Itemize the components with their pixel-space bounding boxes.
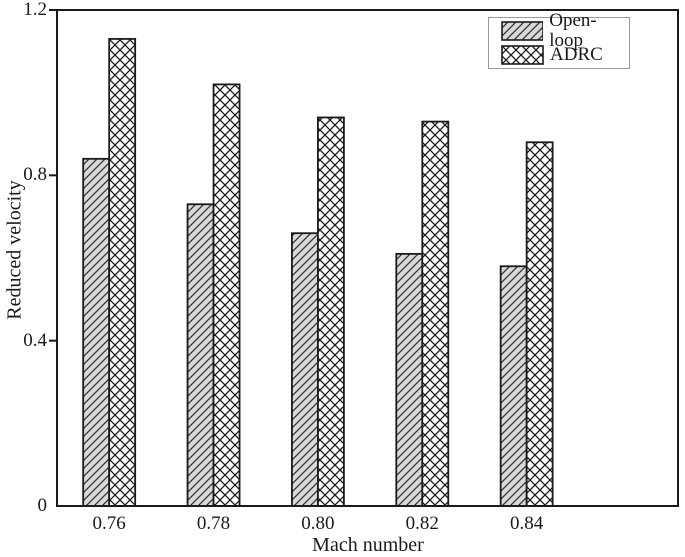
bar-adrc-0.76	[108, 38, 137, 507]
legend: Open-loop ADRC	[488, 11, 630, 69]
adrc-hatch-swatch	[501, 45, 544, 65]
x-tick-label-0.76: 0.76	[92, 513, 126, 534]
open-loop-hatch-swatch	[501, 21, 544, 41]
bar-adrc-0.80	[317, 116, 345, 507]
legend-label-adrc: ADRC	[550, 44, 603, 65]
bar-open-loop-0.80	[291, 232, 319, 507]
x-tick-label-0.82: 0.82	[405, 513, 439, 534]
x-tick-label-0.80: 0.80	[301, 513, 335, 534]
bar-adrc-0.82	[421, 120, 450, 507]
y-tick-label-0: 0	[37, 495, 48, 516]
legend-item-open-loop: Open-loop	[501, 11, 629, 51]
bar-open-loop-0.76	[82, 157, 111, 507]
x-tick-label-0.78: 0.78	[196, 513, 231, 534]
x-axis-title: Mach number	[312, 534, 424, 556]
bar-open-loop-0.84	[499, 265, 528, 507]
bar-adrc-0.78	[212, 83, 241, 507]
y-tick-label-0.4: 0.4	[23, 329, 47, 351]
x-tick-label-0.84: 0.84	[510, 513, 544, 534]
y-tick-label-0.8: 0.8	[23, 164, 47, 186]
y-axis-title: Reduced velocity	[3, 180, 26, 320]
legend-item-adrc: ADRC	[501, 44, 629, 66]
legend-label-open-loop: Open-loop	[549, 10, 597, 51]
y-tick-label-1.2: 1.2	[23, 0, 47, 20]
bar-open-loop-0.82	[395, 252, 424, 507]
bar-open-loop-0.78	[186, 203, 215, 507]
plot-frame	[56, 9, 679, 507]
bar-adrc-0.84	[525, 141, 554, 507]
